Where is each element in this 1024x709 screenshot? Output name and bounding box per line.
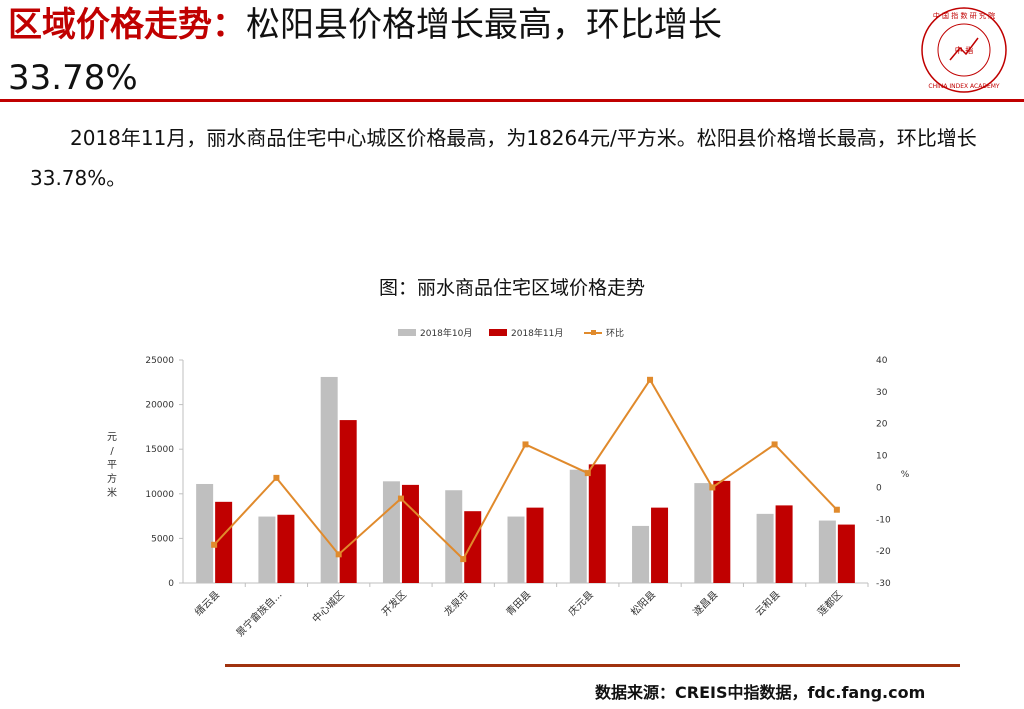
- y2-tick-label: -10: [876, 515, 891, 525]
- x-tick-label: 中心城区: [309, 588, 346, 625]
- bar-nov: [401, 484, 419, 583]
- mom-point: [647, 376, 654, 383]
- mom-point: [584, 470, 591, 477]
- bar-oct: [818, 520, 836, 583]
- price-trend-chart: 2018年10月 2018年11月 环比 0 5000 10000 15000 20000 2…: [107, 327, 910, 639]
- data-source: 数据来源：CREIS中指数据，fdc.fang.com: [595, 683, 926, 702]
- logo-text-top: 中 国 指 数 研 究 院: [933, 11, 995, 20]
- x-tick-labels: 缙云县 景宁畲族自... 中心城区 开发区 龙泉市 青田县 庆元县 松阳县 遂昌县 云和县 莲都区: [192, 588, 845, 639]
- x-tick-label: 缙云县: [192, 588, 222, 618]
- title-rest: 松阳县价格增长最高，环比增长: [246, 5, 722, 45]
- bar-oct: [756, 513, 774, 583]
- logo: 中 国 指 数 研 究 院 CHINA INDEX ACADEMY 中 指: [916, 4, 1012, 96]
- bar-oct: [320, 376, 338, 583]
- y-axis-label-char: /: [110, 446, 114, 457]
- mom-point: [211, 541, 218, 548]
- bar-nov: [277, 514, 295, 583]
- legend-label-mom: 环比: [606, 327, 624, 339]
- x-tick-label: 龙泉市: [441, 588, 471, 618]
- bar-nov: [651, 507, 669, 583]
- mom-point: [522, 441, 529, 448]
- title-prefix: 区域价格走势：: [8, 5, 246, 45]
- y2-tick-label: 20: [876, 420, 888, 430]
- x-tick-label: 云和县: [753, 589, 783, 619]
- bar-nov: [588, 464, 606, 583]
- y2-axis-label: %: [901, 470, 910, 480]
- chart-line: [211, 376, 840, 563]
- mom-point: [335, 551, 342, 558]
- bar-oct: [569, 469, 587, 583]
- bar-oct: [507, 516, 525, 583]
- y2-tick-label: 0: [876, 483, 882, 493]
- y-tick-label: 20000: [145, 401, 174, 411]
- chart-axes: 0 5000 10000 15000 20000 25000 -30 -20 -10 0 10 20 3…: [107, 356, 910, 589]
- legend-marker-mom: [591, 330, 596, 335]
- legend-swatch-nov: [489, 329, 507, 336]
- y2-tick-label: 30: [876, 388, 888, 398]
- header-divider: [0, 99, 1024, 102]
- bar-oct: [694, 483, 712, 583]
- logo-seal: 中 国 指 数 研 究 院 CHINA INDEX ACADEMY 中 指: [921, 7, 1007, 93]
- mom-point: [273, 474, 280, 481]
- x-tick-label: 开发区: [379, 588, 409, 618]
- y-tick-label: 10000: [145, 490, 174, 500]
- legend-swatch-oct: [398, 329, 416, 336]
- x-tick-label: 庆元县: [565, 588, 595, 618]
- bar-oct: [445, 490, 463, 583]
- legend-label-nov: 2018年11月: [511, 327, 563, 339]
- legend-label-oct: 2018年10月: [420, 327, 472, 339]
- bar-nov: [837, 524, 855, 583]
- y-axis-label-char: 方: [107, 472, 117, 485]
- chart-title: 图：丽水商品住宅区域价格走势: [378, 277, 645, 299]
- footer-divider: [225, 664, 960, 667]
- chart-legend: 2018年10月 2018年11月 环比: [398, 327, 624, 339]
- bar-nov: [339, 420, 357, 583]
- mom-point: [771, 441, 778, 448]
- x-tick-label: 青田县: [503, 588, 533, 618]
- x-tick-label: 松阳县: [628, 588, 658, 618]
- x-tick-label: 莲都区: [815, 589, 845, 619]
- y-tick-label: 15000: [145, 445, 174, 455]
- mom-point: [833, 506, 840, 513]
- mom-line: [213, 377, 838, 561]
- y-axis-label-char: 元: [107, 432, 117, 443]
- y-tick-label: 0: [168, 579, 174, 589]
- bar-oct: [382, 481, 400, 583]
- bar-nov: [464, 511, 482, 583]
- y2-tick-label: -30: [876, 579, 891, 589]
- bar-nov: [713, 480, 731, 583]
- y2-tick-label: 40: [876, 356, 888, 366]
- title-line2: 33.78%: [8, 58, 138, 98]
- bar-oct: [632, 525, 650, 583]
- bar-oct: [258, 516, 276, 583]
- x-tick-label: 景宁畲族自...: [233, 588, 284, 639]
- x-tick-label: 遂昌县: [690, 588, 720, 618]
- logo-text-bottom: CHINA INDEX ACADEMY: [928, 83, 1000, 90]
- mom-point: [397, 495, 404, 502]
- y2-tick-label: 10: [876, 452, 888, 462]
- summary-paragraph: 2018年11月，丽水商品住宅中心城区价格最高，为18264元/平方米。松阳县价…: [30, 126, 977, 190]
- y-tick-label: 5000: [151, 534, 174, 544]
- y2-tick-label: -20: [876, 547, 891, 557]
- y-axis-label-char: 平: [107, 460, 117, 471]
- y-axis-label-char: 米: [107, 486, 117, 499]
- logo-text-center: 中 指: [955, 45, 974, 55]
- mom-point: [709, 484, 716, 491]
- bar-nov: [215, 501, 233, 583]
- bar-nov: [775, 505, 793, 583]
- mom-point: [460, 556, 467, 563]
- chart-bars: [196, 376, 869, 587]
- y-tick-label: 25000: [145, 356, 174, 366]
- bar-nov: [526, 507, 544, 583]
- page-title: 区域价格走势：松阳县价格增长最高，环比增长: [8, 4, 908, 46]
- bar-oct: [196, 483, 214, 583]
